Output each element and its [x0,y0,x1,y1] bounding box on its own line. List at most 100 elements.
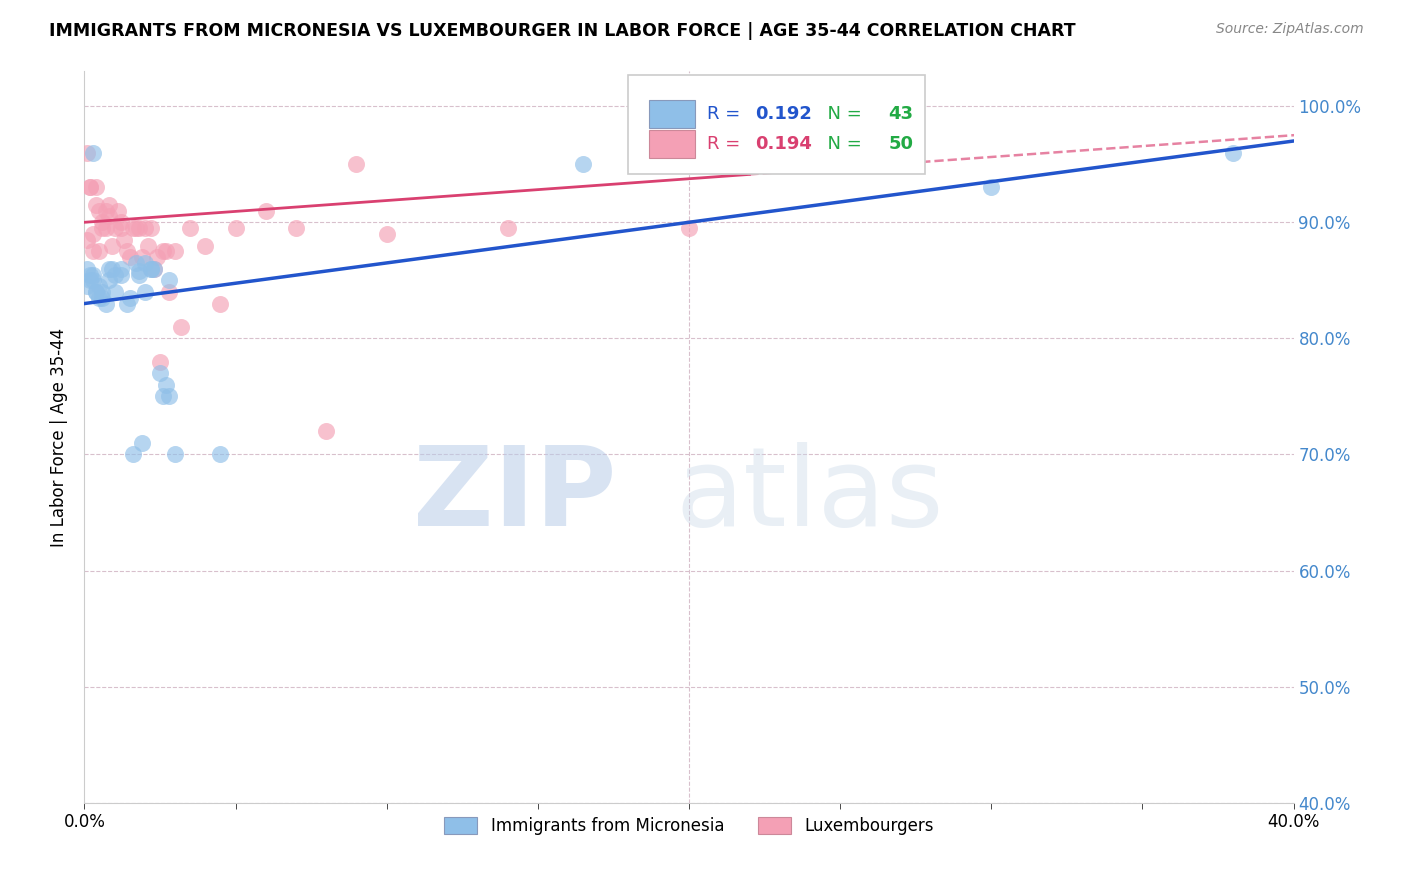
Point [94,221,117,235]
Point [678,221,700,235]
Text: atlas: atlas [676,442,943,549]
Point [209,296,232,310]
Point [76,145,98,160]
Text: 0.192: 0.192 [755,104,813,123]
Point [194,238,217,252]
Point [82,227,104,241]
Point [100,261,122,276]
Point [285,221,308,235]
Point [89,203,111,218]
FancyBboxPatch shape [650,130,695,158]
Point [104,221,127,235]
Text: 0.194: 0.194 [755,135,813,153]
Point [94,203,117,218]
Point [128,268,150,282]
Point [79,180,101,194]
Text: ZIP: ZIP [413,442,616,549]
Point [97,261,120,276]
Point [157,273,180,287]
Point [86,285,108,299]
Point [134,221,156,235]
Point [139,261,162,276]
Point [149,354,172,368]
Text: R =: R = [707,135,747,153]
Point [115,296,138,310]
Point [572,157,595,171]
Point [107,203,129,218]
Point [115,244,138,259]
Legend: Immigrants from Micronesia, Luxembourgers: Immigrants from Micronesia, Luxembourger… [437,811,941,842]
Point [76,261,98,276]
Point [91,221,114,235]
Point [496,221,519,235]
Text: N =: N = [815,104,868,123]
Point [152,244,174,259]
Point [209,448,232,462]
Point [97,273,120,287]
Point [89,279,111,293]
Point [100,238,122,252]
Point [79,180,101,194]
Point [97,198,120,212]
Point [155,244,177,259]
Point [155,377,177,392]
Point [157,389,180,403]
Point [94,296,117,310]
Point [118,250,141,264]
Point [165,244,187,259]
Point [254,203,277,218]
Point [91,285,114,299]
Point [110,215,132,229]
Point [76,233,98,247]
Point [82,244,104,259]
Point [76,279,98,293]
Y-axis label: In Labor Force | Age 35-44: In Labor Force | Age 35-44 [49,327,67,547]
Point [980,180,1002,194]
Point [146,250,169,264]
Point [157,285,180,299]
Point [91,291,114,305]
FancyBboxPatch shape [650,100,695,128]
Point [131,250,153,264]
Point [110,268,132,282]
Point [125,221,148,235]
Point [121,448,143,462]
Point [121,221,143,235]
Point [149,366,172,380]
Point [86,198,108,212]
Point [346,157,368,171]
Text: R =: R = [707,104,747,123]
Point [131,436,153,450]
Point [139,221,162,235]
Text: 50: 50 [889,135,914,153]
Point [79,268,101,282]
Point [82,145,104,160]
Point [139,261,162,276]
Point [128,264,150,278]
Point [179,221,201,235]
FancyBboxPatch shape [628,75,925,174]
Text: Source: ZipAtlas.com: Source: ZipAtlas.com [1216,22,1364,37]
Point [165,448,187,462]
Point [110,221,132,235]
Point [170,319,193,334]
Point [118,291,141,305]
Point [82,273,104,287]
Point [152,389,174,403]
Point [128,221,150,235]
Point [375,227,398,241]
Point [82,268,104,282]
Point [97,210,120,224]
Point [136,238,159,252]
Point [110,261,132,276]
Point [225,221,247,235]
Point [134,285,156,299]
Point [125,256,148,270]
Point [142,261,165,276]
Point [89,244,111,259]
Point [315,424,337,438]
Text: N =: N = [815,135,868,153]
Point [1222,145,1244,160]
Point [79,273,101,287]
Point [142,261,165,276]
